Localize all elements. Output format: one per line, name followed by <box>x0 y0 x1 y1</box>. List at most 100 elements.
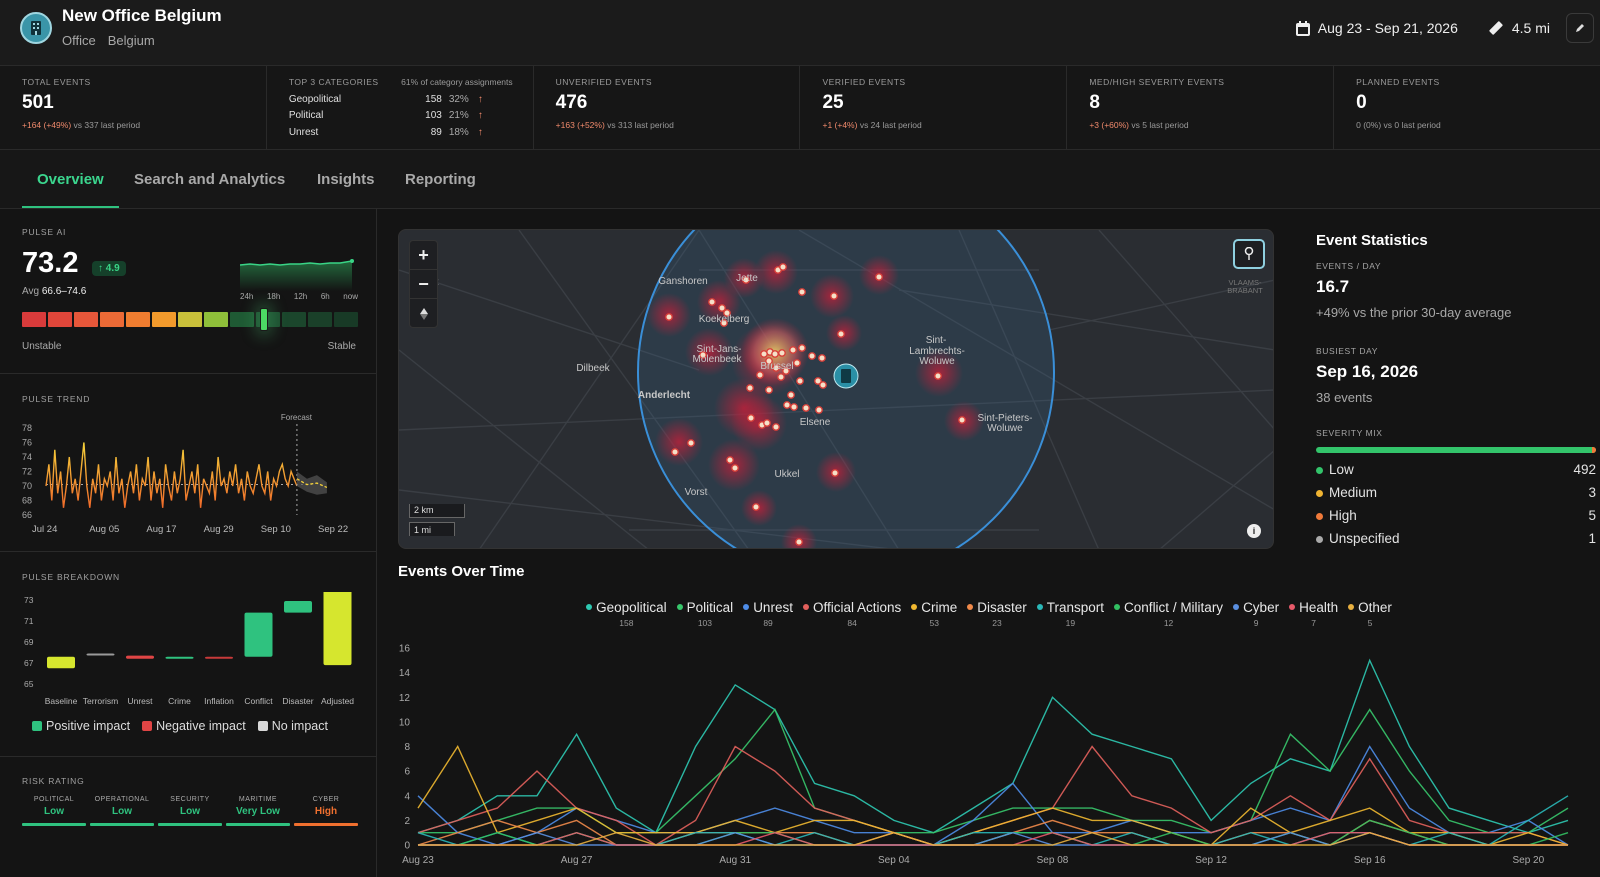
event-marker[interactable] <box>819 381 827 389</box>
event-marker[interactable] <box>837 330 845 338</box>
event-marker[interactable] <box>818 354 826 362</box>
series-line[interactable] <box>418 708 1569 834</box>
event-marker[interactable] <box>796 377 804 385</box>
event-marker[interactable] <box>787 391 795 399</box>
stat-top-categories[interactable]: TOP 3 CATEGORIES 61% of category assignm… <box>267 66 534 149</box>
breakdown-bar[interactable] <box>323 592 352 666</box>
breakdown-bar[interactable] <box>205 656 233 659</box>
event-marker[interactable] <box>763 419 771 427</box>
tab-overview[interactable]: Overview <box>37 171 104 188</box>
breakdown-bar[interactable] <box>86 653 115 656</box>
event-marker[interactable] <box>793 359 801 367</box>
event-marker[interactable] <box>747 414 755 422</box>
event-marker[interactable] <box>726 456 734 464</box>
event-marker[interactable] <box>934 372 942 380</box>
event-marker[interactable] <box>720 319 728 327</box>
tab-reporting[interactable]: Reporting <box>405 171 476 188</box>
event-marker[interactable] <box>875 273 883 281</box>
risk-item[interactable]: CYBER High <box>294 796 358 826</box>
series-legend-item[interactable]: Official Actions 84 <box>802 600 901 628</box>
event-marker[interactable] <box>687 439 695 447</box>
info-icon[interactable]: i <box>1247 524 1261 538</box>
location-pin-button[interactable] <box>1233 239 1265 269</box>
series-line[interactable] <box>418 831 1568 846</box>
event-marker[interactable] <box>771 350 779 358</box>
event-marker[interactable] <box>760 350 768 358</box>
date-range-picker[interactable]: Aug 23 - Sep 21, 2026 <box>1295 20 1458 36</box>
risk-item[interactable]: MARITIME Very Low <box>226 796 290 826</box>
series-legend-item[interactable]: Crime 53 <box>911 600 957 628</box>
event-marker[interactable] <box>777 373 785 381</box>
event-marker[interactable] <box>798 344 806 352</box>
event-marker[interactable] <box>795 538 803 546</box>
tab-insights[interactable]: Insights <box>317 171 375 188</box>
series-line[interactable] <box>418 831 1568 846</box>
event-marker[interactable] <box>778 349 786 357</box>
event-marker[interactable] <box>731 464 739 472</box>
event-map[interactable]: Ganshoren Jette Koekelberg Sint-Jans- Molenb… <box>398 229 1274 549</box>
event-marker[interactable] <box>671 448 679 456</box>
event-marker[interactable] <box>665 313 673 321</box>
severity-row[interactable]: Low 492 <box>1316 462 1596 477</box>
series-line[interactable] <box>417 658 1569 834</box>
event-marker[interactable] <box>798 288 806 296</box>
event-marker[interactable] <box>723 309 731 317</box>
severity-row[interactable]: Medium 3 <box>1316 485 1596 500</box>
category-row[interactable]: Geopolitical 158 32% ↑ <box>289 91 511 108</box>
event-marker[interactable] <box>831 469 839 477</box>
severity-row[interactable]: High 5 <box>1316 508 1596 523</box>
category-row[interactable]: Political 103 21% ↑ <box>289 108 511 125</box>
tab-search-analytics[interactable]: Search and Analytics <box>134 171 286 188</box>
event-marker[interactable] <box>772 423 780 431</box>
breakdown-bar[interactable] <box>47 656 75 669</box>
series-line[interactable] <box>417 745 1569 846</box>
series-legend-item[interactable]: Unrest 89 <box>743 600 793 628</box>
event-marker[interactable] <box>790 403 798 411</box>
breakdown-bar[interactable] <box>126 655 154 659</box>
risk-item[interactable]: SECURITY Low <box>158 796 222 826</box>
risk-item[interactable]: OPERATIONAL Low <box>90 796 154 826</box>
event-marker[interactable] <box>765 386 773 394</box>
event-marker[interactable] <box>742 276 750 284</box>
series-legend-item[interactable]: Health 7 <box>1289 600 1338 628</box>
event-marker[interactable] <box>802 404 810 412</box>
event-marker[interactable] <box>782 367 790 375</box>
stat-verified-events[interactable]: VERIFIED EVENTS 25 +1 (+4%) vs 24 last p… <box>800 66 1068 149</box>
event-marker[interactable] <box>756 371 764 379</box>
event-marker[interactable] <box>708 298 716 306</box>
radius-selector[interactable]: 4.5 mi <box>1488 20 1550 36</box>
zoom-in-button[interactable]: + <box>410 241 437 270</box>
event-marker[interactable] <box>772 364 780 372</box>
event-marker[interactable] <box>789 346 797 354</box>
series-legend-item[interactable]: Conflict / Military 12 <box>1114 600 1223 628</box>
series-legend-item[interactable]: Political 103 <box>676 600 733 628</box>
severity-row[interactable]: Unspecified 1 <box>1316 531 1596 546</box>
category-row[interactable]: Unrest 89 18% ↑ <box>289 124 511 141</box>
event-marker[interactable] <box>746 384 754 392</box>
compass-button[interactable] <box>410 299 437 328</box>
stat-medhigh-events[interactable]: MED/HIGH SEVERITY EVENTS 8 +3 (+60%) vs … <box>1067 66 1335 149</box>
breakdown-bar[interactable] <box>165 656 194 659</box>
event-marker[interactable] <box>699 351 707 359</box>
series-legend-item[interactable]: Cyber 9 <box>1233 600 1279 628</box>
event-marker[interactable] <box>814 377 822 385</box>
event-marker[interactable] <box>830 292 838 300</box>
series-legend-item[interactable]: Transport 19 <box>1036 600 1104 628</box>
event-marker[interactable] <box>779 263 787 271</box>
event-marker[interactable] <box>752 503 760 511</box>
event-marker[interactable] <box>815 406 823 414</box>
event-marker[interactable] <box>958 416 966 424</box>
risk-item[interactable]: POLITICAL Low <box>22 796 86 826</box>
event-marker[interactable] <box>808 352 816 360</box>
event-marker[interactable] <box>718 304 726 312</box>
event-marker[interactable] <box>765 357 773 365</box>
event-marker[interactable] <box>783 401 791 409</box>
stat-unverified-events[interactable]: UNVERIFIED EVENTS 476 +163 (+52%) vs 313… <box>534 66 801 149</box>
series-legend-item[interactable]: Geopolitical 158 <box>586 600 667 628</box>
breakdown-bar[interactable] <box>284 601 312 613</box>
breakdown-bar[interactable] <box>244 612 273 657</box>
series-legend-item[interactable]: Disaster 23 <box>967 600 1027 628</box>
edit-button[interactable] <box>1566 13 1594 43</box>
stat-total-events[interactable]: TOTAL EVENTS 501 +164 (+49%) vs 337 last… <box>0 66 267 149</box>
office-building-icon[interactable] <box>20 12 52 44</box>
